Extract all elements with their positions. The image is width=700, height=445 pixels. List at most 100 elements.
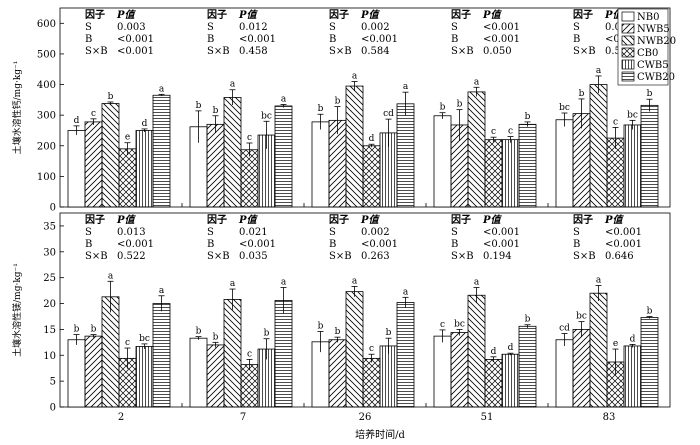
bar-nwb5-day-51 (450, 332, 469, 408)
stat-factor: S×B (207, 251, 230, 262)
stat-p-value: 0.012 (239, 22, 268, 33)
significance-letter: a (596, 66, 602, 76)
significance-letter: d (491, 347, 497, 357)
bar-nwb20-day-7 (223, 298, 242, 408)
stat-factor: B (451, 34, 458, 45)
significance-letter: c (491, 127, 496, 137)
bar-cwb20-day-7 (274, 105, 293, 208)
stat-p-value: 0.522 (117, 251, 146, 262)
y-tick-label: 600 (37, 19, 56, 30)
bar-cwb20-day-2 (152, 303, 171, 408)
stat-head-factor: 因子 (573, 9, 593, 21)
significance-letter: b (525, 315, 531, 325)
bar-nwb5-day-7 (206, 344, 225, 408)
significance-letter: a (596, 275, 602, 285)
significance-letter: b (318, 104, 324, 114)
x-tick-label: 51 (481, 412, 494, 423)
stat-p-value: 0.002 (361, 22, 390, 33)
stat-head-factor: 因子 (329, 9, 349, 21)
significance-letter: bc (139, 334, 150, 344)
bar-nwb5-day-26 (328, 339, 347, 408)
bar-nwb5-day-2 (84, 335, 103, 408)
significance-letter: c (91, 109, 96, 119)
bar-cb0-day-26 (362, 145, 381, 208)
bar-nb0-day-2 (67, 130, 86, 208)
bar-cb0-day-2 (118, 148, 137, 208)
y-tick-label: 10 (43, 351, 56, 362)
stat-p-value: <0.001 (361, 34, 398, 45)
significance-letter: d (508, 343, 514, 353)
legend-swatch-cb0 (621, 47, 635, 58)
significance-letter: bc (559, 103, 570, 113)
stat-factor: S (451, 22, 458, 33)
significance-letter: c (247, 349, 252, 359)
significance-letter: b (335, 97, 341, 107)
bar-nwb20-day-26 (345, 291, 364, 408)
bar-cb0-day-26 (362, 357, 381, 408)
bar-cb0-day-51 (484, 139, 503, 208)
significance-letter: bc (627, 110, 638, 120)
y-tick-label: 30 (43, 247, 56, 258)
bar-cwb5-day-51 (501, 139, 520, 208)
x-tick-label: 2 (118, 412, 124, 423)
significance-letter: a (281, 277, 287, 287)
stat-factor: S×B (329, 46, 352, 57)
stat-p-value: 0.646 (605, 251, 634, 262)
significance-letter: c (369, 344, 374, 354)
y-tick-label: 100 (37, 172, 56, 183)
y-tick-label: 0 (50, 403, 56, 414)
stat-p-value: <0.001 (605, 239, 642, 250)
y-tick-label: 5 (50, 377, 56, 388)
bar-nb0-day-26 (311, 121, 330, 208)
bar-nwb20-day-7 (223, 96, 242, 208)
bar-cwb20-day-83 (640, 317, 659, 408)
stat-head-factor: 因子 (207, 214, 227, 226)
significance-letter: a (108, 271, 114, 281)
stat-factor: S×B (207, 46, 230, 57)
legend-swatch-nb0 (621, 11, 635, 22)
bar-nb0-day-83 (555, 119, 574, 208)
bar-nb0-day-51 (433, 335, 452, 408)
significance-letter: b (108, 92, 114, 102)
stat-p-value: 0.194 (483, 251, 512, 262)
legend-swatch-nwb5 (621, 23, 635, 34)
significance-letter: a (474, 77, 480, 87)
bar-nwb5-day-2 (84, 121, 103, 208)
stat-head-p: P值 (116, 9, 137, 21)
significance-letter: bc (576, 312, 587, 322)
stat-head-p: P值 (482, 9, 503, 21)
stat-head-p: P值 (238, 214, 259, 226)
stat-p-value: 0.002 (361, 227, 390, 238)
stat-head-factor: 因子 (451, 214, 471, 226)
bar-cwb20-day-2 (152, 94, 171, 208)
x-tick-label: 7 (240, 412, 246, 423)
stat-p-value: <0.001 (117, 34, 154, 45)
bar-cwb20-day-26 (396, 302, 415, 408)
stat-factor: S (329, 227, 336, 238)
stat-p-value: 0.013 (117, 227, 146, 238)
stat-p-value: <0.001 (483, 22, 520, 33)
stat-head-p: P值 (238, 9, 259, 21)
significance-letter: cd (559, 324, 570, 334)
stat-factor: S×B (573, 46, 596, 57)
significance-letter: d (74, 116, 80, 126)
stat-factor: S×B (451, 46, 474, 57)
significance-letter: cd (383, 109, 394, 119)
stat-factor: B (329, 34, 336, 45)
stat-head-p: P值 (360, 214, 381, 226)
bar-cwb5-day-26 (379, 345, 398, 408)
bar-cwb5-day-83 (623, 124, 642, 208)
legend-label-nwb5: NWB5 (637, 24, 670, 35)
significance-letter: a (230, 279, 236, 289)
significance-letter: c (247, 133, 252, 143)
stat-factor: S×B (329, 251, 352, 262)
significance-letter: c (613, 117, 618, 127)
stat-p-value: <0.001 (483, 227, 520, 238)
stat-factor: B (85, 239, 92, 250)
y-tick-label: 35 (43, 221, 56, 232)
significance-letter: a (474, 277, 480, 287)
bar-nb0-day-51 (433, 115, 452, 208)
stat-p-value: 0.263 (361, 251, 390, 262)
bar-cwb5-day-83 (623, 345, 642, 408)
significance-letter: e (613, 339, 618, 349)
